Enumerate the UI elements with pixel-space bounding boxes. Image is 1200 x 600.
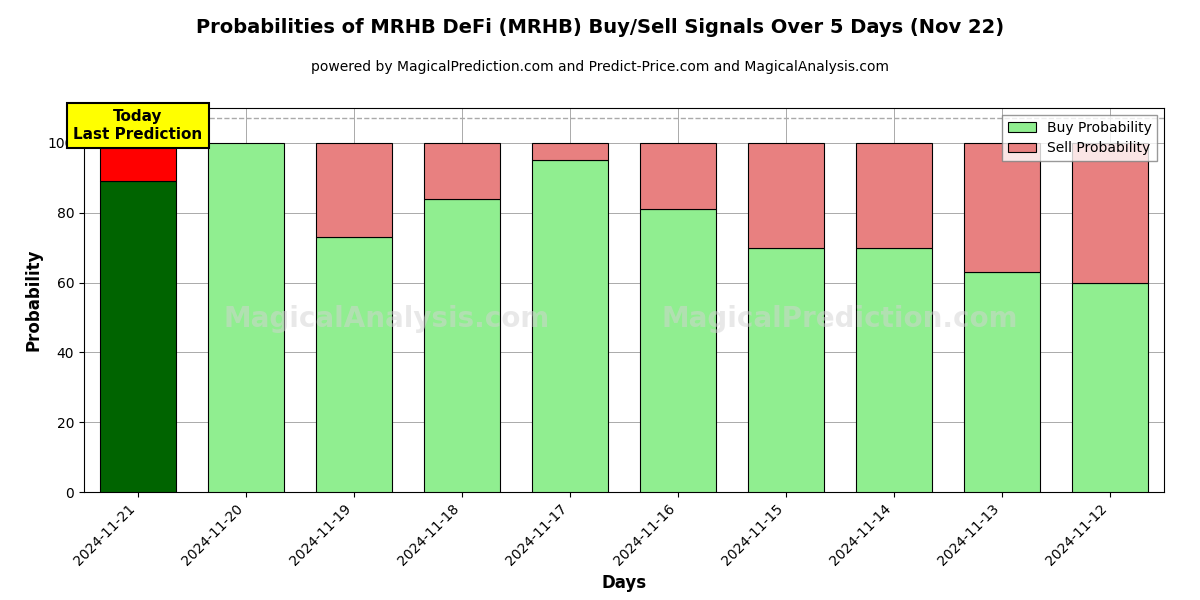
Text: MagicalPrediction.com: MagicalPrediction.com [661, 305, 1019, 333]
Bar [209, 143, 284, 492]
Bar [317, 143, 391, 237]
Text: Probabilities of MRHB DeFi (MRHB) Buy/Sell Signals Over 5 Days (Nov 22): Probabilities of MRHB DeFi (MRHB) Buy/Se… [196, 18, 1004, 37]
Legend: Buy Probability, Sell Probability: Buy Probability, Sell Probability [1002, 115, 1157, 161]
Bar [641, 209, 716, 492]
Bar [101, 143, 176, 181]
Bar [641, 143, 716, 209]
Bar [965, 143, 1039, 272]
Bar [857, 143, 932, 248]
Y-axis label: Probability: Probability [24, 249, 42, 351]
Bar [533, 143, 607, 160]
Bar [425, 199, 500, 492]
Bar [101, 181, 176, 492]
Text: MagicalAnalysis.com: MagicalAnalysis.com [223, 305, 550, 333]
Text: Today
Last Prediction: Today Last Prediction [73, 109, 203, 142]
Bar [1073, 143, 1147, 283]
Bar [749, 143, 824, 248]
Bar [857, 248, 932, 492]
Bar [749, 248, 824, 492]
Bar [425, 143, 500, 199]
Text: powered by MagicalPrediction.com and Predict-Price.com and MagicalAnalysis.com: powered by MagicalPrediction.com and Pre… [311, 60, 889, 74]
Bar [1073, 283, 1147, 492]
X-axis label: Days: Days [601, 574, 647, 592]
Bar [317, 237, 391, 492]
Bar [965, 272, 1039, 492]
Bar [533, 160, 607, 492]
